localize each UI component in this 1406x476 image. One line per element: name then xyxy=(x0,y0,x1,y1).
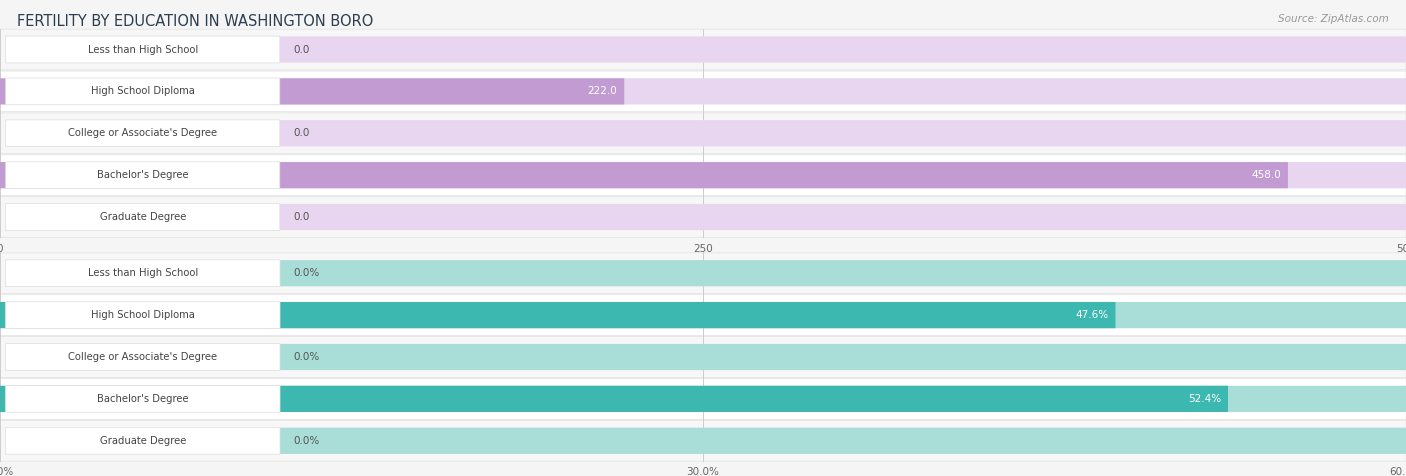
FancyBboxPatch shape xyxy=(280,427,1406,454)
FancyBboxPatch shape xyxy=(0,71,1406,112)
Text: 0.0%: 0.0% xyxy=(294,436,321,446)
Text: 47.6%: 47.6% xyxy=(1076,310,1108,320)
FancyBboxPatch shape xyxy=(0,386,1227,412)
FancyBboxPatch shape xyxy=(0,302,1115,328)
FancyBboxPatch shape xyxy=(6,78,280,105)
FancyBboxPatch shape xyxy=(6,162,280,188)
FancyBboxPatch shape xyxy=(6,204,280,230)
FancyBboxPatch shape xyxy=(6,36,280,63)
FancyBboxPatch shape xyxy=(280,120,1406,147)
Text: 458.0: 458.0 xyxy=(1251,170,1281,180)
FancyBboxPatch shape xyxy=(0,420,1406,461)
FancyBboxPatch shape xyxy=(280,386,1406,412)
FancyBboxPatch shape xyxy=(0,337,1406,377)
Text: 0.0: 0.0 xyxy=(294,44,311,55)
FancyBboxPatch shape xyxy=(6,427,280,454)
Text: 52.4%: 52.4% xyxy=(1188,394,1220,404)
Text: Graduate Degree: Graduate Degree xyxy=(100,212,186,222)
FancyBboxPatch shape xyxy=(0,113,1406,154)
FancyBboxPatch shape xyxy=(280,302,1406,328)
FancyBboxPatch shape xyxy=(280,344,1406,370)
Text: 0.0: 0.0 xyxy=(294,128,311,139)
FancyBboxPatch shape xyxy=(6,386,280,412)
FancyBboxPatch shape xyxy=(0,162,1288,188)
Text: 0.0: 0.0 xyxy=(294,212,311,222)
FancyBboxPatch shape xyxy=(280,204,1406,230)
FancyBboxPatch shape xyxy=(0,295,1406,336)
Text: Bachelor's Degree: Bachelor's Degree xyxy=(97,170,188,180)
Text: FERTILITY BY EDUCATION IN WASHINGTON BORO: FERTILITY BY EDUCATION IN WASHINGTON BOR… xyxy=(17,14,373,30)
Text: 0.0%: 0.0% xyxy=(294,268,321,278)
FancyBboxPatch shape xyxy=(6,344,280,370)
FancyBboxPatch shape xyxy=(280,162,1406,188)
FancyBboxPatch shape xyxy=(0,378,1406,419)
Text: High School Diploma: High School Diploma xyxy=(91,310,194,320)
Text: 0.0%: 0.0% xyxy=(294,352,321,362)
FancyBboxPatch shape xyxy=(0,197,1406,238)
Text: Graduate Degree: Graduate Degree xyxy=(100,436,186,446)
FancyBboxPatch shape xyxy=(6,120,280,147)
Text: High School Diploma: High School Diploma xyxy=(91,86,194,97)
FancyBboxPatch shape xyxy=(0,29,1406,70)
Text: Source: ZipAtlas.com: Source: ZipAtlas.com xyxy=(1278,14,1389,24)
Text: College or Associate's Degree: College or Associate's Degree xyxy=(67,352,218,362)
FancyBboxPatch shape xyxy=(6,302,280,328)
Text: Bachelor's Degree: Bachelor's Degree xyxy=(97,394,188,404)
FancyBboxPatch shape xyxy=(0,155,1406,196)
Text: 222.0: 222.0 xyxy=(588,86,617,97)
FancyBboxPatch shape xyxy=(280,78,1406,105)
Text: College or Associate's Degree: College or Associate's Degree xyxy=(67,128,218,139)
FancyBboxPatch shape xyxy=(280,260,1406,287)
Text: Less than High School: Less than High School xyxy=(87,44,198,55)
Text: Less than High School: Less than High School xyxy=(87,268,198,278)
FancyBboxPatch shape xyxy=(0,253,1406,294)
FancyBboxPatch shape xyxy=(6,260,280,287)
FancyBboxPatch shape xyxy=(0,78,624,105)
FancyBboxPatch shape xyxy=(280,36,1406,63)
